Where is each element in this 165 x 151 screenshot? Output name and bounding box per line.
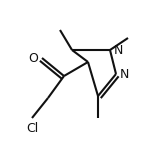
Text: O: O xyxy=(28,51,38,64)
Text: N: N xyxy=(114,43,123,56)
Text: N: N xyxy=(120,69,129,82)
Text: Cl: Cl xyxy=(26,122,38,135)
